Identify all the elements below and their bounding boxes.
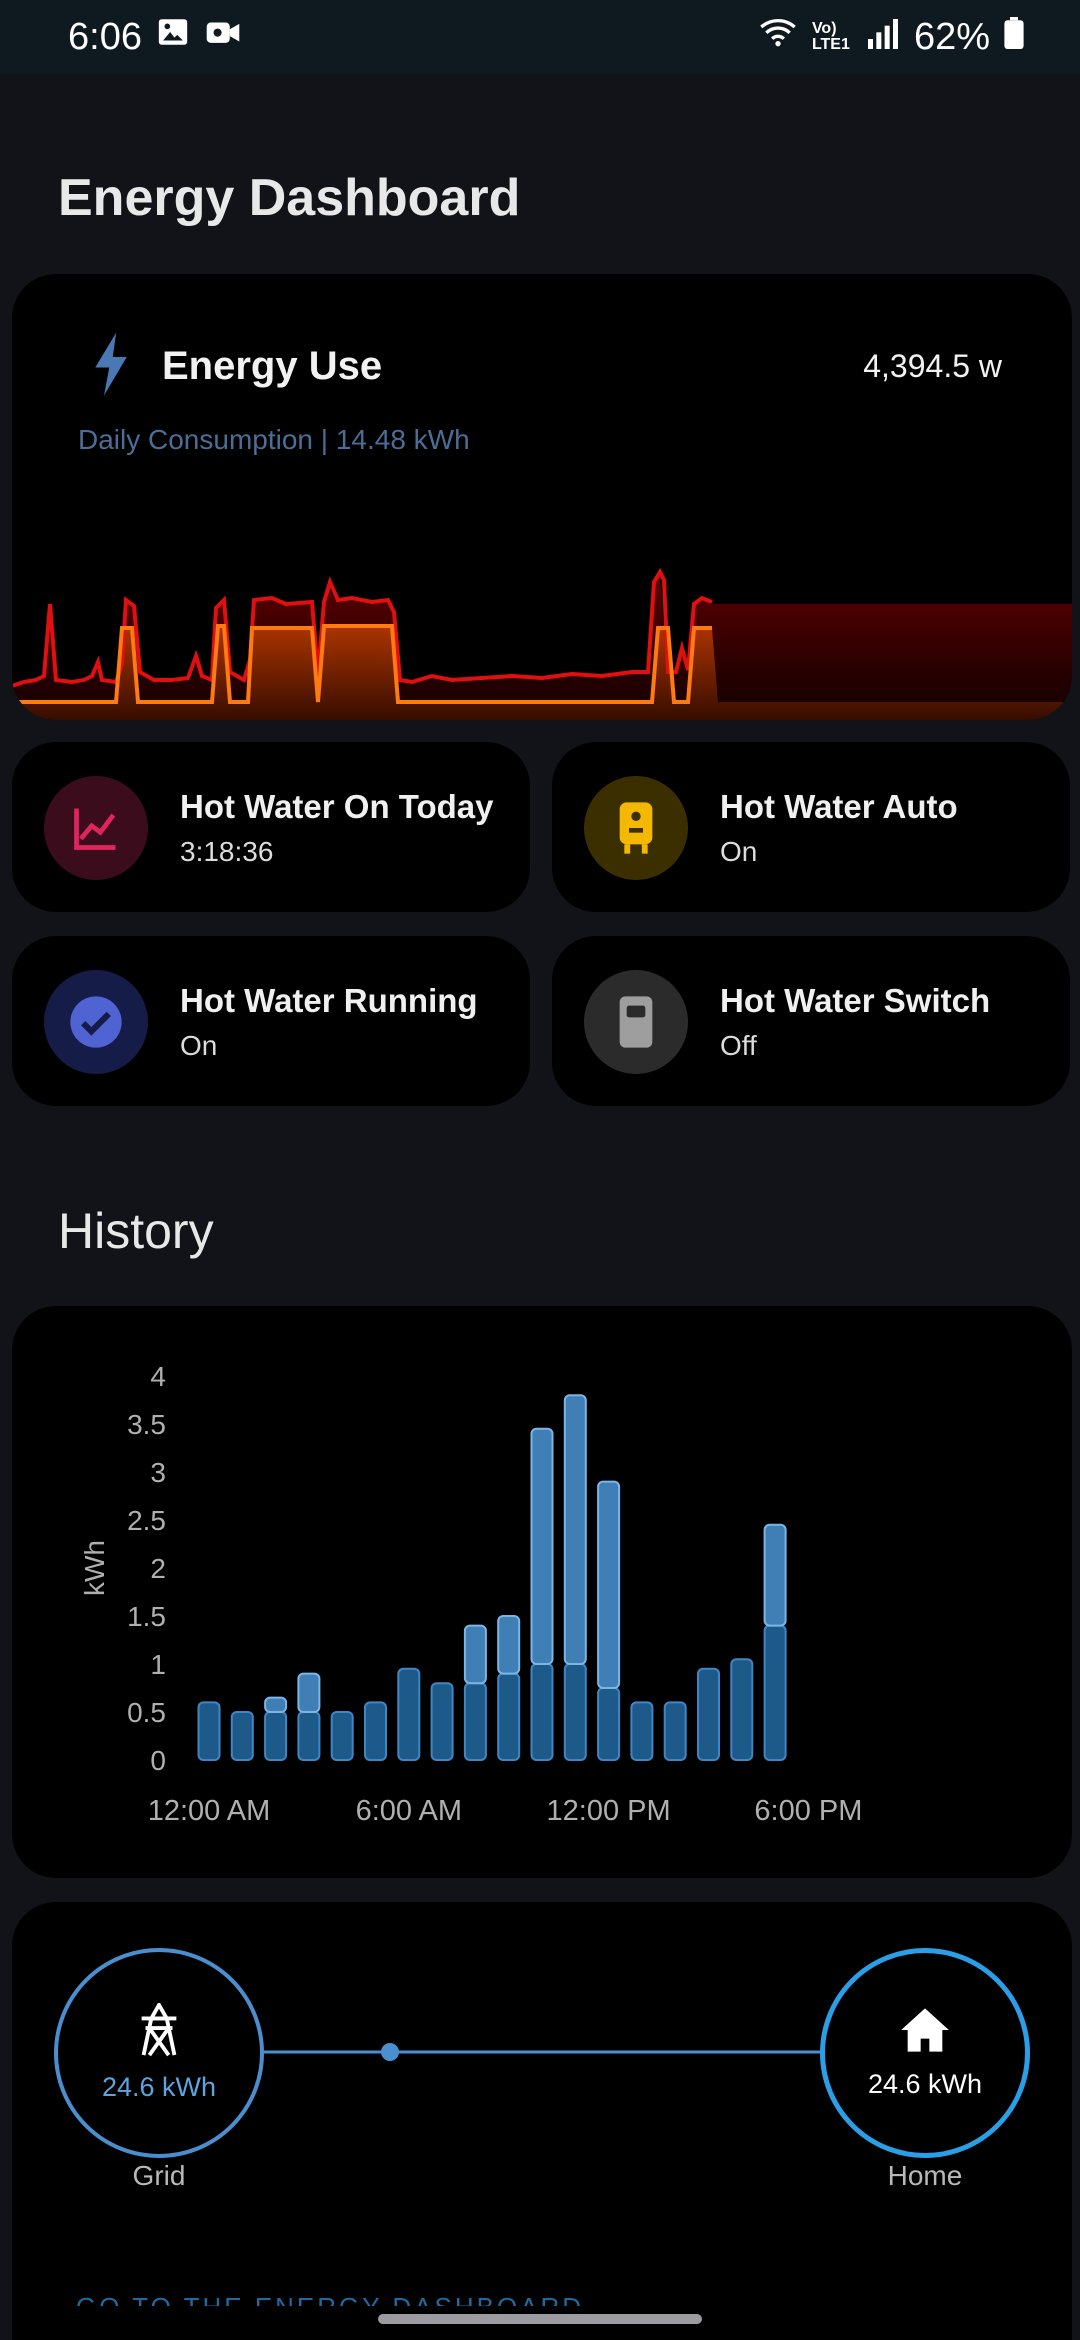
y-tick-label: 0.5 xyxy=(127,1697,166,1728)
energy-sparkline xyxy=(12,567,1072,720)
y-tick-label: 3 xyxy=(150,1457,166,1488)
y-tick-label: 2.5 xyxy=(127,1505,166,1536)
bar-top xyxy=(563,1394,587,1665)
water-heater-icon xyxy=(584,776,688,880)
y-tick-label: 4 xyxy=(150,1361,166,1392)
bar-top xyxy=(497,1615,521,1675)
grid-label: Grid xyxy=(132,2160,186,2191)
daily-consumption: Daily Consumption | 14.48 kWh xyxy=(78,424,470,455)
bar-base xyxy=(563,1663,587,1761)
y-tick-label: 1.5 xyxy=(127,1601,166,1632)
bar-top xyxy=(297,1672,321,1714)
tile-state: 3:18:36 xyxy=(180,836,274,867)
grid-node[interactable]: 24.6 kWh xyxy=(54,1948,264,2158)
history-chart-card: kWh 4 3.5 3 2.5 2 1.5 1 0.5 0 12:00 AM 6:00 AM 12:00… xyxy=(12,1306,1072,1878)
tile-hot-water-on-today[interactable]: Hot Water On Today 3:18:36 xyxy=(12,742,530,912)
history-title: History xyxy=(58,1203,214,1259)
bar-base xyxy=(230,1711,254,1761)
x-tick-label: 6:00 PM xyxy=(754,1795,862,1827)
page-title: Energy Dashboard xyxy=(58,169,521,227)
bar-base xyxy=(530,1663,554,1761)
check-circle-icon xyxy=(44,970,148,1074)
bar-base xyxy=(364,1701,387,1761)
bar-base xyxy=(630,1701,654,1761)
chart-line-icon xyxy=(44,776,148,880)
bar-base xyxy=(497,1672,521,1762)
y-tick-label: 3.5 xyxy=(127,1409,166,1440)
switch-icon xyxy=(584,970,688,1074)
home-label: Home xyxy=(887,2160,963,2191)
gallery-icon xyxy=(156,15,190,59)
bar-top xyxy=(264,1696,288,1714)
tile-state: Off xyxy=(720,1030,757,1061)
flow-dot xyxy=(381,2043,399,2061)
bar-base xyxy=(330,1711,354,1761)
status-time: 6:06 xyxy=(68,15,142,58)
y-tick-label: 0 xyxy=(150,1745,166,1776)
status-right: Vo) LTE1 62% xyxy=(758,15,1024,59)
energy-use-card[interactable]: Energy Use 4,394.5 w Daily Consumption |… xyxy=(12,274,1072,720)
bar-base xyxy=(697,1667,720,1761)
y-tick-label: 1 xyxy=(150,1649,166,1680)
x-tick-label: 6:00 AM xyxy=(356,1795,462,1827)
tile-name: Hot Water Auto xyxy=(720,788,958,825)
bar-base xyxy=(197,1701,221,1761)
flow-line xyxy=(264,2043,820,2061)
bar-base xyxy=(264,1711,288,1761)
grid-value: 24.6 kWh xyxy=(101,2072,217,2102)
lightning-bolt-icon xyxy=(90,332,132,401)
home-value: 24.6 kWh xyxy=(867,2069,983,2099)
video-icon xyxy=(204,15,242,59)
bar-top xyxy=(597,1480,621,1689)
status-bar: 6:06 Vo) LTE1 62% xyxy=(0,0,1080,74)
bar-base xyxy=(463,1682,487,1762)
tile-hot-water-switch[interactable]: Hot Water Switch Off xyxy=(552,936,1070,1106)
y-tick-label: 2 xyxy=(150,1553,166,1584)
bar-base xyxy=(397,1667,421,1761)
battery-percent: 62% xyxy=(913,15,990,58)
bar-base xyxy=(663,1701,687,1761)
tile-hot-water-auto[interactable]: Hot Water Auto On xyxy=(552,742,1070,912)
tile-name: Hot Water Switch xyxy=(720,982,991,1019)
transmission-tower-icon xyxy=(135,2001,183,2062)
bar-base xyxy=(763,1624,787,1761)
tile-name: Hot Water Running xyxy=(180,982,478,1019)
tile-hot-water-running[interactable]: Hot Water Running On xyxy=(12,936,530,1106)
history-chart: kWh 4 3.5 3 2.5 2 1.5 1 0.5 0 12:00 AM 6:00 AM 12:00… xyxy=(79,1361,862,1827)
x-tick-label: 12:00 AM xyxy=(148,1795,271,1827)
status-left: 6:06 xyxy=(68,15,242,59)
battery-icon xyxy=(1004,16,1024,59)
network-label: Vo) LTE1 xyxy=(811,20,850,53)
bar-top xyxy=(763,1523,787,1627)
home-node[interactable]: 24.6 kWh xyxy=(820,1948,1030,2158)
bar-base xyxy=(597,1687,621,1761)
gesture-home-indicator[interactable] xyxy=(378,2314,702,2324)
home-icon xyxy=(899,2006,951,2059)
bar-top xyxy=(463,1624,487,1685)
wifi-icon xyxy=(758,15,798,59)
signal-icon xyxy=(866,16,900,59)
tile-state: On xyxy=(720,836,758,867)
energy-use-value: 4,394.5 w xyxy=(863,348,1002,384)
bar-base xyxy=(730,1658,754,1762)
y-axis-label: kWh xyxy=(79,1540,110,1596)
bar-base xyxy=(430,1682,454,1762)
energy-flow-card: 24.6 kWh Grid 24.6 kWh Home xyxy=(12,1902,1072,2340)
energy-dashboard-link[interactable]: GO TO THE ENERGY DASHBOARD xyxy=(76,2292,584,2306)
bar-base xyxy=(297,1711,321,1761)
x-tick-label: 12:00 PM xyxy=(547,1795,671,1827)
tile-state: On xyxy=(180,1030,218,1061)
tile-name: Hot Water On Today xyxy=(180,788,494,825)
energy-use-title: Energy Use xyxy=(162,344,383,388)
bar-top xyxy=(530,1427,554,1665)
